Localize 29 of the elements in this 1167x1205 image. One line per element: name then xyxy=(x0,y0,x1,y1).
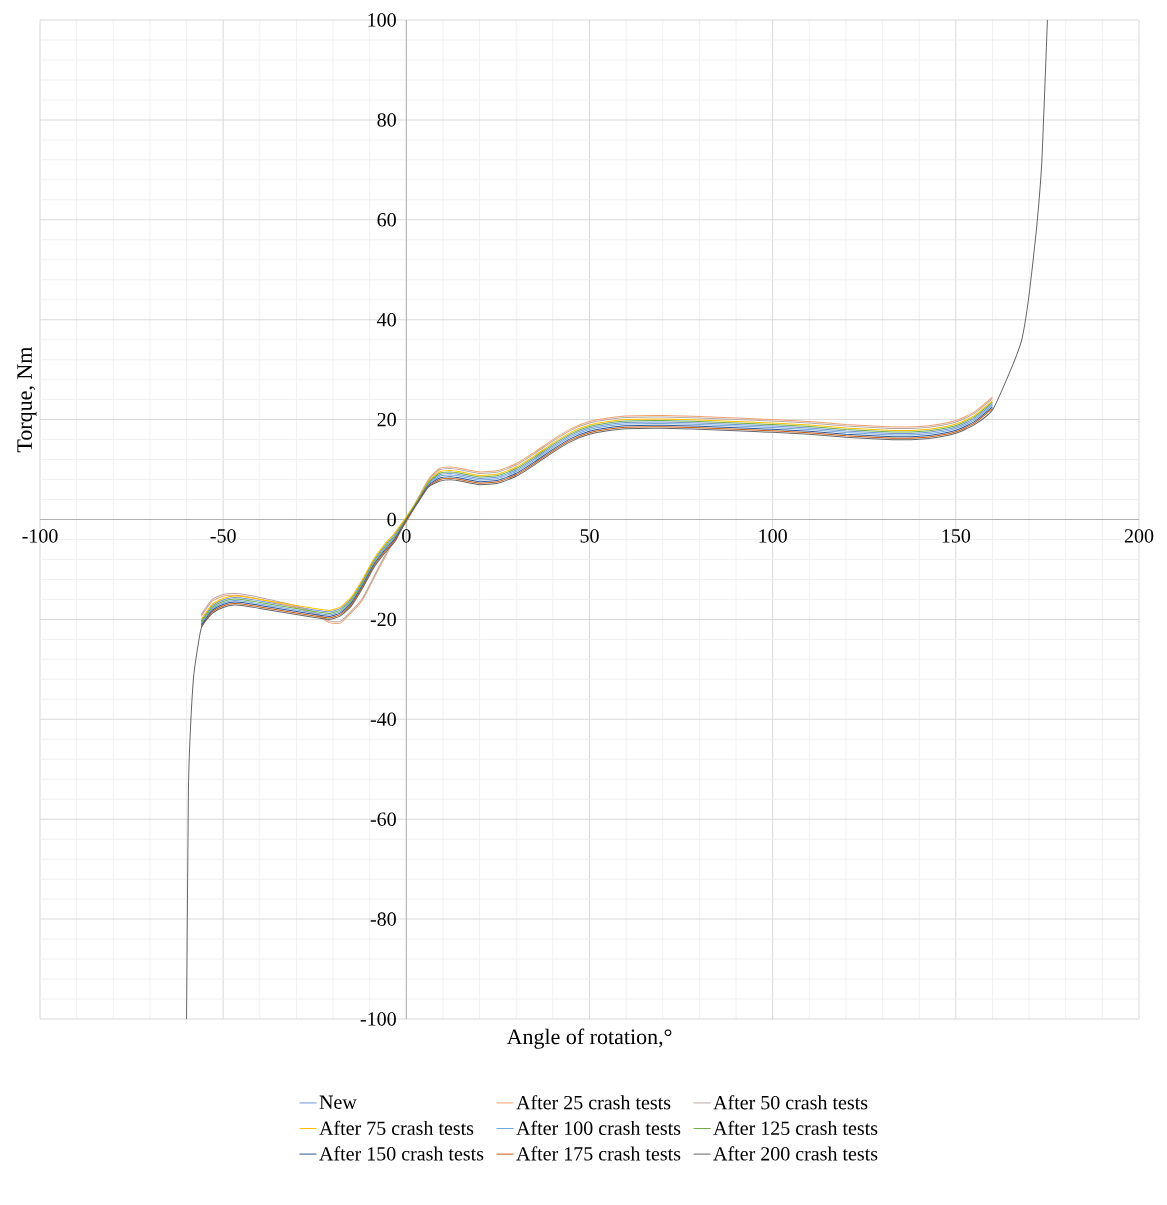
y-tick-label: -60 xyxy=(370,812,396,826)
x-tick-label: 200 xyxy=(1124,529,1154,543)
legend-label: After 50 crash tests xyxy=(713,1095,868,1110)
legend-label: New xyxy=(319,1095,357,1109)
x-tick-label: 0 xyxy=(402,529,411,543)
y-tick-label: 60 xyxy=(377,213,396,227)
x-tick-label: -100 xyxy=(22,529,58,543)
y-tick-label: -80 xyxy=(370,912,396,926)
legend-label: After 175 crash tests xyxy=(516,1146,681,1161)
y-tick-label: -100 xyxy=(360,1012,396,1026)
y-axis-title: Torque, Nm xyxy=(17,346,37,453)
legend-label: After 100 crash tests xyxy=(516,1120,681,1135)
x-tick-label: 50 xyxy=(580,529,599,543)
x-axis-title: Angle of rotation,° xyxy=(506,1028,672,1049)
y-tick-label: -20 xyxy=(370,612,396,627)
x-tick-label: 150 xyxy=(942,529,971,543)
legend-label: After 150 crash tests xyxy=(319,1146,484,1161)
y-tick-label: 40 xyxy=(377,312,396,327)
y-tick-label: 20 xyxy=(377,412,396,427)
legend-label: After 75 crash tests xyxy=(319,1120,474,1135)
legend-label: After 25 crash tests xyxy=(516,1095,671,1110)
y-tick-label: -40 xyxy=(370,712,396,727)
y-tick-label: 80 xyxy=(377,113,396,127)
y-tick-label: 100 xyxy=(368,13,396,27)
x-tick-label: 100 xyxy=(759,529,787,543)
legend-label: After 125 crash tests xyxy=(713,1120,878,1135)
legend-label: After 200 crash tests xyxy=(713,1146,878,1161)
y-tick-label: 0 xyxy=(387,512,396,527)
x-tick-label: -50 xyxy=(210,529,236,543)
